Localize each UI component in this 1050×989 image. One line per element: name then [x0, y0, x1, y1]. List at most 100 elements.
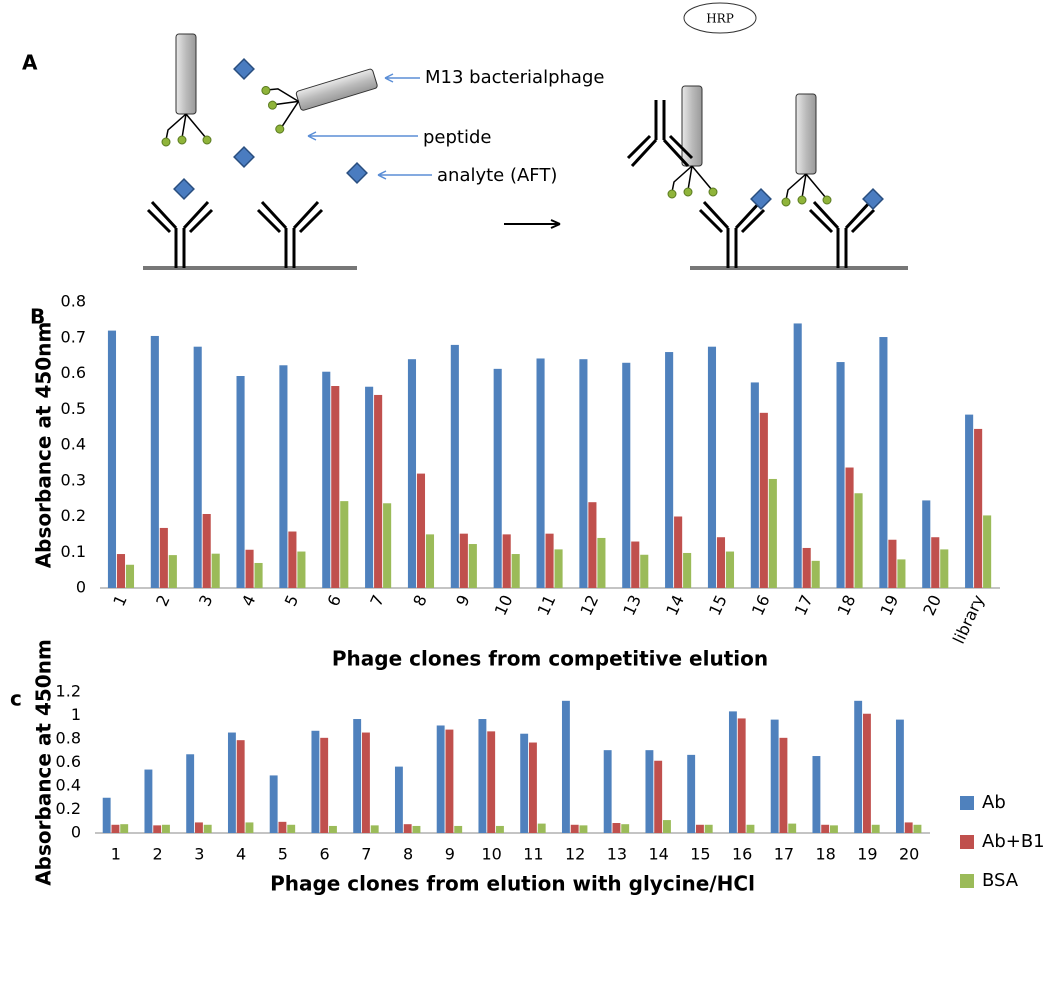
y-tick-label: 0.4 [61, 435, 86, 454]
bar [186, 754, 195, 833]
y-tick-label: 0.6 [56, 752, 81, 771]
bar [640, 554, 649, 588]
x-tick-label: 16 [748, 592, 774, 618]
label: M13 bacterialphage [425, 67, 604, 88]
bar [716, 537, 726, 588]
bar [502, 534, 511, 588]
bar [144, 769, 153, 833]
bar [245, 822, 254, 833]
bar [579, 825, 588, 833]
bar [768, 478, 777, 588]
bar [802, 547, 811, 588]
bar [116, 554, 126, 588]
panel-label: B [30, 305, 45, 329]
legend-swatch [960, 874, 974, 888]
bar [683, 552, 692, 588]
bar [150, 335, 159, 588]
bar [854, 700, 863, 833]
x-tick-label: 2 [153, 845, 163, 864]
bar [612, 823, 621, 833]
panel-label: c [10, 687, 22, 711]
legend-label: BSA [982, 870, 1019, 891]
x-tick-label: 5 [278, 845, 288, 864]
bar [365, 386, 374, 588]
bar [888, 539, 897, 588]
bar [374, 394, 383, 588]
bar [746, 824, 755, 833]
x-tick-label: 8 [403, 845, 413, 864]
bar [331, 386, 340, 588]
bar [654, 760, 663, 833]
x-tick-label: 11 [534, 592, 560, 618]
bar [394, 766, 403, 833]
pointer [307, 131, 418, 141]
bar [211, 553, 220, 588]
bar [340, 501, 349, 588]
x-tick-label: 3 [194, 845, 204, 864]
legend-swatch [960, 835, 974, 849]
x-tick-label: 17 [774, 845, 794, 864]
x-tick-label: 8 [409, 592, 431, 609]
bar [454, 825, 463, 833]
bar [665, 352, 674, 588]
bar [278, 821, 287, 833]
bar [329, 825, 337, 833]
y-tick-label: 0.6 [61, 363, 86, 382]
bar [821, 824, 830, 833]
x-tick-label: 11 [523, 845, 543, 864]
bar [537, 823, 546, 833]
bar [621, 824, 630, 833]
x-tick-label: 20 [899, 845, 919, 864]
bar [102, 797, 111, 833]
bar [288, 531, 297, 588]
bar [496, 825, 504, 833]
y-tick-label: 0.8 [56, 729, 81, 748]
legend-swatch [960, 796, 974, 810]
x-tick-label: 14 [648, 845, 668, 864]
bar [450, 344, 459, 588]
bar [528, 742, 537, 833]
x-tick-label: 10 [491, 592, 517, 618]
antibody [698, 200, 766, 270]
bar [520, 733, 529, 833]
bar [931, 537, 940, 588]
bar [459, 533, 468, 588]
bar [645, 750, 654, 833]
bar [445, 729, 454, 833]
x-tick-label: 18 [815, 845, 835, 864]
bar [407, 359, 417, 588]
bar [536, 358, 545, 588]
bar [111, 824, 120, 833]
bar [854, 493, 863, 588]
x-axis-title: Phage clones from competitive elution [332, 647, 768, 671]
phage [781, 93, 832, 207]
bar [836, 362, 845, 588]
bar [631, 541, 640, 588]
bar [487, 731, 496, 833]
x-tick-label: 6 [320, 845, 330, 864]
bar [311, 730, 320, 833]
bar [493, 368, 502, 588]
x-tick-label: 9 [445, 845, 455, 864]
pointer [384, 73, 420, 83]
bar [759, 412, 768, 588]
antibody [146, 200, 214, 270]
bar [965, 414, 974, 588]
bar [788, 823, 797, 833]
bar [254, 562, 263, 588]
x-tick-label: 2 [152, 592, 174, 609]
x-tick-label: 5 [281, 592, 303, 609]
bar [353, 719, 362, 833]
arrow [504, 219, 561, 229]
bar [897, 559, 906, 588]
bar [269, 775, 278, 833]
y-tick-label: 0 [76, 578, 86, 597]
x-tick-label: 4 [236, 845, 246, 864]
bar [603, 750, 612, 833]
x-tick-label: 18 [834, 592, 860, 618]
y-tick-label: 0 [71, 823, 81, 842]
x-tick-label: 3 [195, 592, 217, 609]
bar [159, 527, 168, 588]
bar [922, 500, 931, 588]
analyte [233, 58, 255, 80]
